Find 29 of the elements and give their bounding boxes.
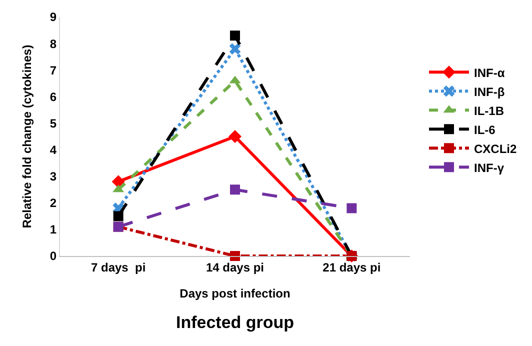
- y-tick-label: 4: [50, 142, 57, 157]
- point: [229, 43, 241, 55]
- y-tick-label: 8: [50, 36, 57, 51]
- x-tick-label: 7 days pi: [90, 260, 146, 274]
- y-tick-label: 6: [50, 90, 57, 104]
- legend-label: INF-β: [474, 84, 505, 99]
- legend-label: CXCLi2: [474, 142, 517, 156]
- y-tick-label: 9: [50, 10, 57, 24]
- y-tick-label: 0: [50, 249, 57, 264]
- y-tick-label: 1: [50, 222, 57, 237]
- y-tick-label: 5: [50, 116, 57, 130]
- text: Infected group: [176, 313, 294, 332]
- y-tick-label: 3: [50, 170, 57, 184]
- legend-label: IL-6: [474, 122, 496, 137]
- legend-label: INF-γ: [474, 160, 504, 175]
- legend-label: IL-1B: [474, 104, 504, 118]
- y-tick-label: 2: [50, 196, 57, 210]
- point: [230, 30, 240, 41]
- point: [230, 251, 240, 261]
- legend-label: INF-α: [474, 66, 506, 80]
- x-axis-title: Days post infection: [180, 286, 290, 300]
- y-axis-title: Relative fold change (cytokines): [20, 44, 34, 228]
- point: [113, 211, 124, 222]
- point: [228, 130, 242, 143]
- x-tick-label: 14 days pi: [206, 260, 264, 274]
- point: [230, 184, 240, 195]
- y-tick-label: 7: [50, 63, 57, 78]
- point: [346, 203, 357, 214]
- x-tick-label: 21 days pi: [322, 260, 381, 274]
